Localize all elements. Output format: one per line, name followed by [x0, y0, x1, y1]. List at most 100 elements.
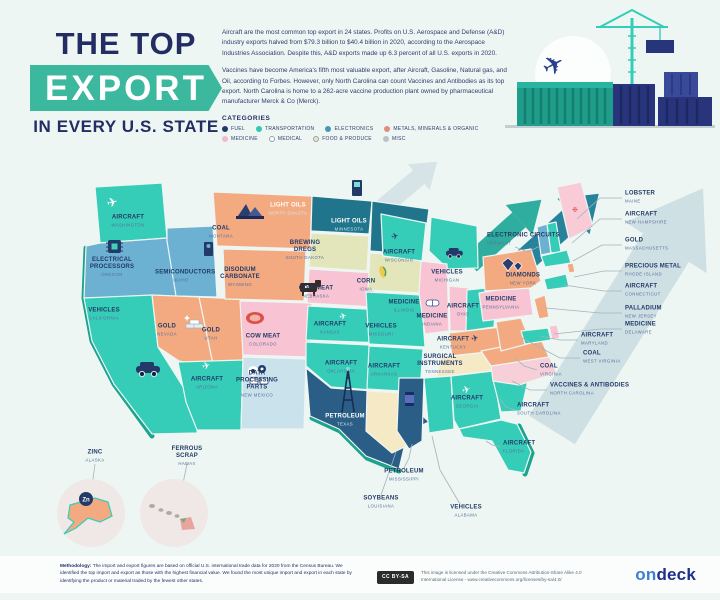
state-name: COLORADO — [249, 341, 277, 347]
state-export-name: PETROLEUM — [384, 468, 424, 475]
state-label: GOLD UTAH — [202, 328, 220, 341]
airplane-icon: ✈ — [461, 384, 472, 397]
state-name: UTAH — [204, 335, 218, 341]
footer: Methodology: The import and export figur… — [0, 556, 720, 593]
airplane-icon: ✈ — [470, 333, 480, 345]
state-name: KENTUCKY — [439, 344, 467, 350]
state-label: PETROLEUM TEXAS — [325, 414, 364, 427]
state-nj — [533, 294, 550, 320]
title-block: THE TOP EXPORT IN EVERY U.S. STATE — [30, 26, 222, 137]
state-export-name: VEHICLES — [88, 307, 120, 314]
legend-row-2: MEDICINE MEDICAL FOOD & PRODUCE MISC — [222, 135, 514, 142]
state-fl — [458, 419, 532, 474]
page-title-line1: THE TOP — [55, 26, 197, 61]
oil-rig-icon — [341, 367, 355, 413]
state-label: DIAMONDS NEW YORK — [506, 273, 540, 286]
state-ct — [543, 273, 570, 291]
state-export-name: COW MEAT — [245, 333, 281, 340]
category-dot-icon — [313, 135, 320, 142]
state-export-name: MEDICINE — [388, 299, 420, 306]
state-label: ELECTRICAL PROCESSORS OREGON — [86, 257, 138, 277]
state-label: AIRCRAFT ARIZONA — [191, 377, 223, 390]
hawaii-inset — [140, 479, 208, 547]
state-export-name: ELECTRICAL PROCESSORS — [89, 257, 135, 270]
title-banner: EXPORT — [30, 65, 222, 111]
state-name: NEW HAMPSHIRE — [625, 219, 667, 225]
state-mi — [428, 216, 479, 270]
state-export-name: VEHICLES — [431, 269, 463, 276]
legend-item: ELECTRONICS — [325, 125, 373, 132]
state-label: GOLD MASSACHUSETTS — [625, 238, 668, 251]
methodology-text: Methodology: The import and export figur… — [60, 563, 360, 585]
intro-block: Aircraft are the most common top export … — [222, 28, 514, 146]
legend-item-label: MISC — [391, 135, 406, 142]
state-export-name: AIRCRAFT — [581, 332, 614, 339]
car-icon — [446, 248, 463, 259]
state-name: VIRGINIA — [540, 371, 563, 377]
state-export-name: LIGHT OILS — [331, 218, 367, 225]
state-name: NEW MEXICO — [240, 392, 274, 398]
methodology-label: Methodology: — [60, 564, 92, 569]
state-name: DELAWARE — [625, 329, 652, 335]
state-label: SURGICAL INSTRUMENTS TENNESSEE — [414, 354, 466, 374]
legend-item-label: TRANSPORTATION — [264, 125, 315, 132]
cow-icon — [300, 280, 321, 296]
state-export-name: AIRCRAFT — [517, 402, 550, 409]
state-name: OHIO — [456, 311, 470, 317]
alaska-inset: Zn — [57, 479, 125, 547]
state-export-name: PALLADIUM — [625, 305, 662, 312]
state-export-name: LOBSTER — [625, 190, 656, 197]
state-name: NORTH CAROLINA — [550, 390, 594, 396]
state-label: DATA PROCESSING PARTS NEW MEXICO — [231, 371, 283, 398]
state-label: AIRCRAFT KENTUCKY — [437, 337, 469, 350]
state-label: MEDICINE DELAWARE — [625, 322, 656, 335]
page-title-line2: EXPORT — [45, 69, 207, 108]
state-name: SOUTH CAROLINA — [517, 410, 561, 416]
state-export-name: MEDICINE — [625, 321, 656, 328]
state-export-name: AIRCRAFT — [625, 283, 658, 290]
state-export-name: VACCINES & ANTIBODIES — [550, 382, 630, 389]
state-export-name: AIRCRAFT — [436, 336, 470, 343]
state-name: OKLAHOMA — [327, 368, 355, 374]
state-label: VEHICLES ALABAMA — [450, 505, 482, 518]
state-export-name: PRECIOUS METAL — [625, 263, 682, 270]
category-dot-icon — [384, 125, 391, 132]
category-dot-icon — [325, 125, 332, 132]
monitor-icon — [248, 365, 269, 385]
state-label: AIRCRAFT OHIO — [447, 304, 479, 317]
legend-item: MISC — [382, 135, 406, 142]
state-export-name: COAL — [583, 350, 601, 357]
state-label: AIRCRAFT NEW HAMPSHIRE — [625, 212, 667, 225]
state-export-name: GOLD — [625, 237, 644, 244]
state-export-name: AIRCRAFT — [446, 303, 480, 310]
semiconductor-icon — [204, 242, 213, 256]
state-name: PENNSYLVANIA — [482, 304, 520, 310]
state-label: FERROUS SCRAP HAWAII — [161, 446, 213, 466]
steak-icon — [246, 312, 264, 324]
state-name: NEBRASKA — [302, 293, 330, 299]
state-export-name: CORN — [356, 278, 376, 285]
state-name: GEORGIA — [455, 403, 479, 409]
category-dot-icon — [222, 135, 228, 142]
port-illustration: ✈ — [505, 8, 715, 128]
state-label: GOLD NEVADA — [157, 324, 177, 337]
state-name: WEST VIRGINIA — [583, 358, 621, 364]
state-name: SOUTH DAKOTA — [285, 254, 325, 260]
state-export-name: DISODIUM CARBONATE — [220, 267, 260, 280]
legend-item-label: METALS, MINERALS & ORGANIC — [393, 125, 479, 132]
state-name: VERMONT — [487, 240, 512, 246]
state-name: TEXAS — [336, 421, 354, 427]
state-label: BREWING DREGS SOUTH DAKOTA — [279, 240, 331, 260]
legend-heading: CATEGORIES — [222, 114, 271, 122]
us-states — [83, 181, 594, 474]
state-label: SOYBEANS LOUISIANA — [363, 496, 398, 509]
state-export-name: AIRCRAFT — [190, 376, 224, 383]
state-label: SEMICONDUCTORS IDAHO — [155, 270, 215, 283]
legend-item: FOOD & PRODUCE — [313, 135, 372, 142]
state-name: LOUISIANA — [367, 503, 395, 509]
state-label: PETROLEUM MISSISSIPPI — [384, 469, 423, 482]
state-export-name: LIGHT OILS — [270, 202, 306, 209]
state-export-name: AIRCRAFT — [450, 395, 484, 402]
car-icon — [136, 362, 160, 378]
